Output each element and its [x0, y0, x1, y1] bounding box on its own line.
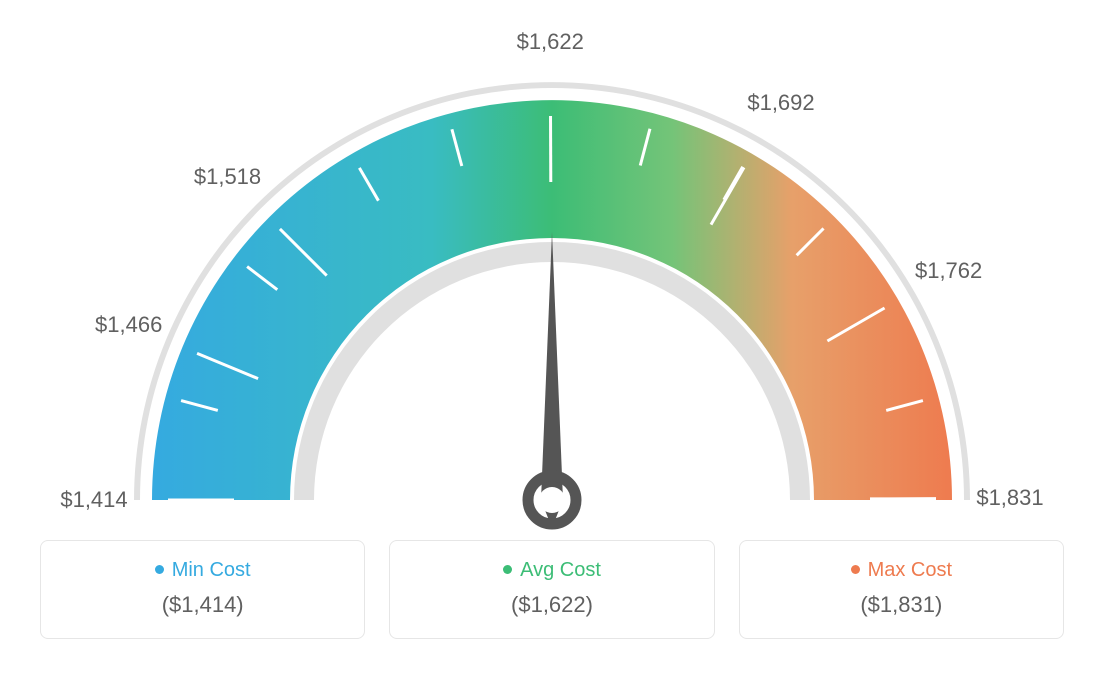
- avg-cost-card: Avg Cost ($1,622): [389, 540, 714, 639]
- gauge-tick-label: $1,762: [915, 258, 982, 284]
- dot-icon: [155, 565, 164, 574]
- gauge-tick-label: $1,466: [95, 312, 162, 338]
- cost-gauge: $1,414 $1,466 $1,518 $1,622 $1,692 $1,762 $1,8…: [0, 0, 1104, 540]
- max-cost-value: ($1,831): [740, 592, 1063, 618]
- avg-cost-value: ($1,622): [390, 592, 713, 618]
- max-cost-card: Max Cost ($1,831): [739, 540, 1064, 639]
- min-cost-value: ($1,414): [41, 592, 364, 618]
- max-cost-label: Max Cost: [868, 559, 952, 581]
- avg-cost-title: Avg Cost: [390, 559, 713, 582]
- gauge-tick-label: $1,414: [60, 487, 127, 513]
- gauge-tick-label: $1,692: [747, 90, 814, 116]
- gauge-tick-label: $1,622: [517, 29, 584, 55]
- gauge-tick-label: $1,831: [976, 485, 1043, 511]
- max-cost-title: Max Cost: [740, 559, 1063, 582]
- min-cost-title: Min Cost: [41, 559, 364, 582]
- dot-icon: [851, 565, 860, 574]
- min-cost-label: Min Cost: [172, 559, 251, 581]
- cost-cards: Min Cost ($1,414) Avg Cost ($1,622) Max …: [0, 540, 1104, 669]
- avg-cost-label: Avg Cost: [520, 559, 601, 581]
- dot-icon: [503, 565, 512, 574]
- gauge-tick-label: $1,518: [194, 164, 261, 190]
- min-cost-card: Min Cost ($1,414): [40, 540, 365, 639]
